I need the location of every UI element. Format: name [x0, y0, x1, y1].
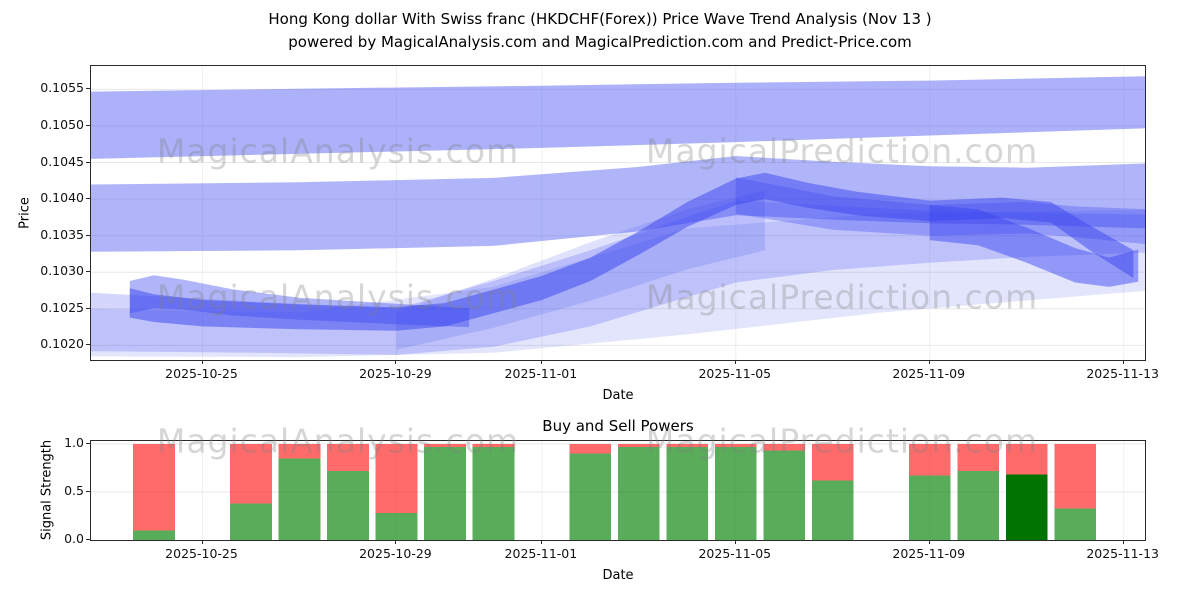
price-y-tick-label: 0.1025	[40, 299, 84, 315]
price-x-tick-label: 2025-11-01	[504, 366, 578, 381]
power-x-tick-label: 2025-11-13	[1086, 546, 1159, 561]
power-y-tick-label: 0.0	[64, 531, 84, 546]
watermark-prediction: MagicalPrediction.com	[645, 131, 1039, 171]
power-x-tick-label: 2025-10-29	[359, 546, 432, 561]
price-y-tickmark	[86, 271, 90, 273]
power-x-tickmark	[734, 540, 736, 544]
power-y-tick-label: 0.5	[64, 482, 84, 498]
power-x-tick-label: 2025-11-05	[698, 546, 772, 561]
power-y-tickmark	[86, 490, 90, 492]
price-x-axis-label: Date	[602, 388, 634, 403]
power-x-tick-label: 2025-11-09	[892, 546, 966, 561]
price-y-tick-label: 0.1045	[40, 153, 84, 169]
price-x-tick-label: 2025-10-29	[359, 366, 432, 381]
figure-title: Hong Kong dollar With Swiss franc (HKDCH…	[0, 8, 1200, 53]
watermark-analysis: MagicalAnalysis.com	[156, 277, 520, 317]
watermark-analysis: MagicalAnalysis.com	[156, 421, 520, 461]
price-plot-area	[90, 65, 1146, 361]
power-y-tickmark	[86, 539, 90, 540]
price-x-tickmark	[1122, 360, 1124, 364]
price-x-tick-label: 2025-11-05	[698, 366, 772, 381]
price-y-tickmark	[86, 88, 90, 90]
price-y-tickmark	[86, 344, 90, 346]
figure-title-line2: powered by MagicalAnalysis.com and Magic…	[288, 32, 912, 51]
price-x-tick-label: 2025-11-13	[1086, 366, 1159, 381]
watermark-prediction: MagicalPrediction.com	[645, 277, 1039, 317]
price-x-tickmark	[201, 360, 203, 364]
power-x-tickmark	[201, 540, 203, 544]
price-y-tick-label: 0.1055	[40, 80, 84, 96]
watermark-analysis: MagicalAnalysis.com	[156, 131, 520, 171]
price-wave-bands-svg	[91, 66, 1145, 360]
price-y-tickmark	[86, 124, 90, 126]
price-x-tickmark	[928, 360, 930, 364]
price-x-tickmark	[734, 360, 736, 364]
price-x-tickmark	[540, 360, 542, 364]
power-x-tickmark	[540, 540, 542, 544]
power-x-tickmark	[395, 540, 397, 544]
price-x-tick-label: 2025-10-25	[165, 366, 238, 381]
price-y-tickmark	[86, 161, 90, 163]
watermark-prediction: MagicalPrediction.com	[645, 421, 1039, 461]
power-x-tick-label: 2025-11-01	[504, 546, 578, 561]
power-chart-title: Buy and Sell Powers	[542, 417, 694, 435]
price-y-tick-label: 0.1030	[40, 263, 84, 279]
power-x-tick-label: 2025-10-25	[165, 546, 238, 561]
price-y-tick-label: 0.1020	[40, 336, 84, 352]
power-plot-area	[90, 440, 1146, 541]
power-x-tickmark	[928, 540, 930, 544]
price-y-tickmark	[86, 307, 90, 309]
power-x-axis-label: Date	[602, 568, 634, 583]
price-x-tick-label: 2025-11-09	[892, 366, 966, 381]
price-y-tickmark	[86, 234, 90, 236]
price-x-tickmark	[395, 360, 397, 364]
power-x-tickmark	[1122, 540, 1124, 544]
buy-sell-bars-svg	[91, 441, 1145, 540]
price-y-tick-label: 0.1050	[40, 116, 84, 132]
power-y-tick-label: 1.0	[64, 434, 84, 450]
price-y-tick-label: 0.1035	[40, 226, 84, 242]
price-y-tick-label: 0.1040	[40, 190, 84, 206]
figure-title-line1: Hong Kong dollar With Swiss franc (HKDCH…	[268, 10, 932, 28]
power-y-tickmark	[86, 442, 90, 444]
price-y-tickmark	[86, 198, 90, 200]
